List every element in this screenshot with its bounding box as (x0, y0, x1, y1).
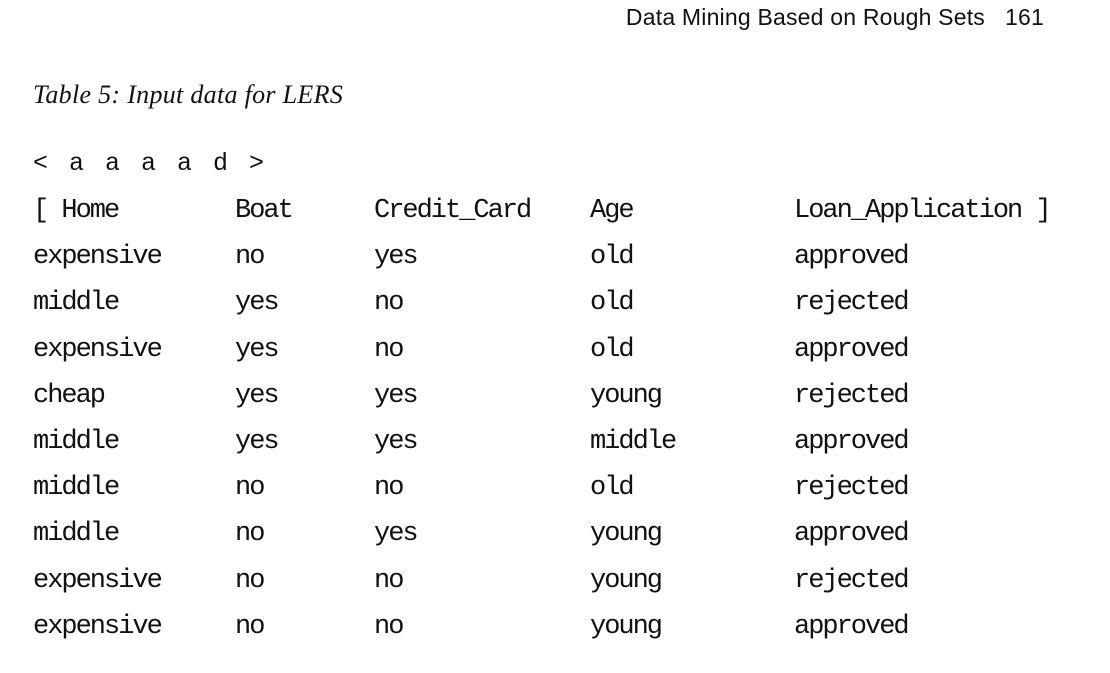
header-boat: Boat (235, 196, 294, 227)
cell-loan-application: rejected (794, 380, 910, 411)
attribute-declaration: < a a a a d > (33, 149, 268, 178)
cell-credit-card: yes (374, 242, 419, 273)
cell-loan-application: approved (794, 334, 910, 365)
cell-loan-application: rejected (794, 565, 910, 596)
running-title: Data Mining Based on Rough Sets (625, 4, 986, 30)
cell-boat: no (235, 473, 265, 504)
cell-age: old (590, 334, 635, 365)
table-row: expensive yes no old approved (33, 327, 1054, 373)
cell-home: expensive (33, 565, 163, 596)
cell-age: young (590, 565, 663, 596)
header-age: Age (590, 196, 635, 227)
cell-credit-card: yes (374, 427, 419, 458)
cell-age: middle (590, 427, 677, 458)
cell-age: old (590, 242, 635, 273)
cell-loan-application: approved (794, 242, 910, 273)
cell-loan-application: rejected (794, 288, 910, 319)
table-row: middle yes no old rejected (33, 280, 1054, 326)
cell-loan-application: rejected (794, 473, 910, 504)
cell-home: middle (33, 427, 120, 458)
cell-loan-application: approved (794, 519, 910, 550)
cell-boat: yes (235, 427, 280, 458)
table-row: expensive no yes old approved (33, 234, 1054, 280)
table-row: expensive no no young approved (33, 604, 1054, 650)
table-body: [ Home Boat Credit_Card Age Loan_Application… (33, 188, 1054, 650)
cell-loan-application: approved (794, 427, 910, 458)
header-home: [ Home (33, 196, 120, 227)
cell-boat: no (235, 565, 265, 596)
cell-boat: no (235, 242, 265, 273)
cell-home: expensive (33, 334, 163, 365)
cell-credit-card: yes (374, 380, 419, 411)
running-header: Data Mining Based on Rough Sets 161 (626, 4, 1044, 31)
cell-boat: no (235, 519, 265, 550)
cell-age: old (590, 473, 635, 504)
table-caption: Table 5: Input data for LERS (33, 80, 344, 109)
cell-credit-card: no (374, 611, 404, 642)
table-row: middle yes yes middle approved (33, 419, 1054, 465)
cell-home: middle (33, 473, 120, 504)
table-row: middle no no old rejected (33, 465, 1054, 511)
cell-credit-card: no (374, 288, 404, 319)
table-header-row: [ Home Boat Credit_Card Age Loan_Application… (33, 188, 1054, 234)
cell-credit-card: no (374, 473, 404, 504)
cell-home: middle (33, 288, 120, 319)
cell-credit-card: no (374, 565, 404, 596)
table-row: expensive no no young rejected (33, 558, 1054, 604)
cell-boat: yes (235, 334, 280, 365)
table-row: middle no yes young approved (33, 511, 1054, 557)
cell-age: old (590, 288, 635, 319)
cell-age: young (590, 611, 663, 642)
cell-boat: yes (235, 288, 280, 319)
table-row: cheap yes yes young rejected (33, 373, 1054, 419)
cell-home: expensive (33, 611, 163, 642)
cell-home: middle (33, 519, 120, 550)
cell-home: cheap (33, 380, 106, 411)
header-credit-card: Credit_Card (374, 196, 532, 227)
cell-age: young (590, 519, 663, 550)
cell-boat: no (235, 611, 265, 642)
page-number: 161 (1005, 4, 1044, 30)
cell-credit-card: no (374, 334, 404, 365)
cell-home: expensive (33, 242, 163, 273)
header-loan-application: Loan_Application ] (794, 196, 1052, 227)
cell-boat: yes (235, 380, 280, 411)
cell-credit-card: yes (374, 519, 419, 550)
cell-age: young (590, 380, 663, 411)
cell-loan-application: approved (794, 611, 910, 642)
lers-input-table: [ Home Boat Credit_Card Age Loan_Application… (33, 188, 1054, 650)
